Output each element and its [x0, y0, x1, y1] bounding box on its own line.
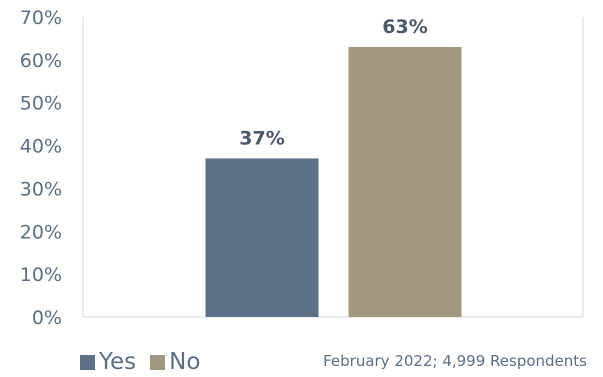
legend-swatch-yes: [80, 354, 95, 370]
legend-label-no: No: [169, 349, 201, 375]
y-tick-label: 0%: [32, 307, 62, 329]
y-tick-label: 50%: [20, 93, 62, 115]
y-tick-label: 20%: [20, 221, 62, 243]
y-tick-label: 40%: [20, 136, 62, 158]
y-tick-label: 60%: [20, 50, 62, 72]
legend-swatch-no: [150, 354, 166, 370]
chart-footnote: February 2022; 4,999 Respondents: [323, 352, 587, 370]
y-tick-label: 30%: [20, 178, 62, 200]
data-label-no: 63%: [382, 16, 427, 38]
y-tick-label: 70%: [20, 7, 62, 29]
legend-item-no: No: [150, 348, 200, 376]
bar-no: [348, 47, 462, 317]
legend-item-yes: Yes: [80, 348, 136, 376]
bar-yes: [205, 158, 319, 317]
data-label-yes: 37%: [239, 127, 284, 149]
y-tick-label: 10%: [20, 264, 62, 286]
legend-label-yes: Yes: [99, 349, 137, 375]
legend: Yes No: [80, 348, 214, 376]
